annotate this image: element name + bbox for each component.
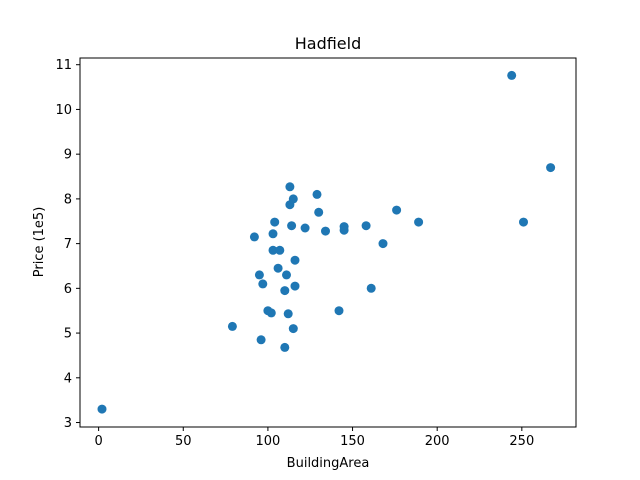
data-point xyxy=(273,263,283,273)
data-point xyxy=(266,308,276,318)
y-tick-label: 8 xyxy=(64,192,72,207)
data-point xyxy=(275,245,285,255)
x-tick-label: 0 xyxy=(94,434,102,449)
data-point xyxy=(249,232,259,242)
data-point xyxy=(97,404,107,414)
data-point xyxy=(280,286,290,296)
points-layer xyxy=(97,70,556,414)
data-point xyxy=(227,321,237,331)
data-point xyxy=(546,163,556,173)
data-point xyxy=(366,283,376,293)
plot-frame xyxy=(79,57,577,428)
y-tick-label: 3 xyxy=(64,416,72,431)
y-tick-label: 5 xyxy=(64,327,72,342)
x-tick-label: 200 xyxy=(425,434,450,449)
chart-title: Hadfield xyxy=(295,34,362,53)
data-point xyxy=(519,217,528,227)
data-point xyxy=(283,309,293,319)
data-point xyxy=(258,279,268,289)
data-point xyxy=(339,225,349,235)
data-point xyxy=(312,189,322,199)
y-axis-ticks: 3 4 5 6 7 8 9 10 11 xyxy=(55,58,80,431)
data-point xyxy=(256,335,266,345)
y-tick-label: 9 xyxy=(64,148,72,163)
data-point xyxy=(288,194,298,204)
y-tick-label: 4 xyxy=(64,371,72,386)
data-point xyxy=(290,281,300,291)
x-axis-label: BuildingArea xyxy=(287,456,370,471)
x-axis-ticks: 0 50 100 150 200 250 xyxy=(94,427,534,449)
data-point xyxy=(392,205,402,215)
y-tick-label: 7 xyxy=(64,237,72,252)
data-point xyxy=(270,217,280,227)
x-tick-label: 50 xyxy=(175,434,192,449)
y-tick-label: 6 xyxy=(64,282,72,297)
data-point xyxy=(290,255,300,265)
data-point xyxy=(361,221,371,231)
data-point xyxy=(268,229,278,239)
data-point xyxy=(334,306,344,316)
data-point xyxy=(378,239,388,249)
data-point xyxy=(268,245,278,255)
data-point xyxy=(507,70,517,80)
data-point xyxy=(287,221,297,231)
y-axis-label: Price (1e5) xyxy=(32,207,47,278)
y-tick-label: 11 xyxy=(55,58,72,73)
x-tick-label: 100 xyxy=(255,434,280,449)
y-tick-label: 10 xyxy=(55,103,72,118)
data-point xyxy=(288,324,298,334)
data-point xyxy=(285,182,295,192)
data-point xyxy=(414,217,424,227)
data-point xyxy=(280,342,290,352)
data-point xyxy=(300,223,310,233)
data-point xyxy=(321,226,330,236)
x-tick-label: 250 xyxy=(509,434,534,449)
data-point xyxy=(254,270,264,280)
x-tick-label: 150 xyxy=(340,434,365,449)
data-point xyxy=(282,270,291,280)
data-point xyxy=(314,207,324,217)
